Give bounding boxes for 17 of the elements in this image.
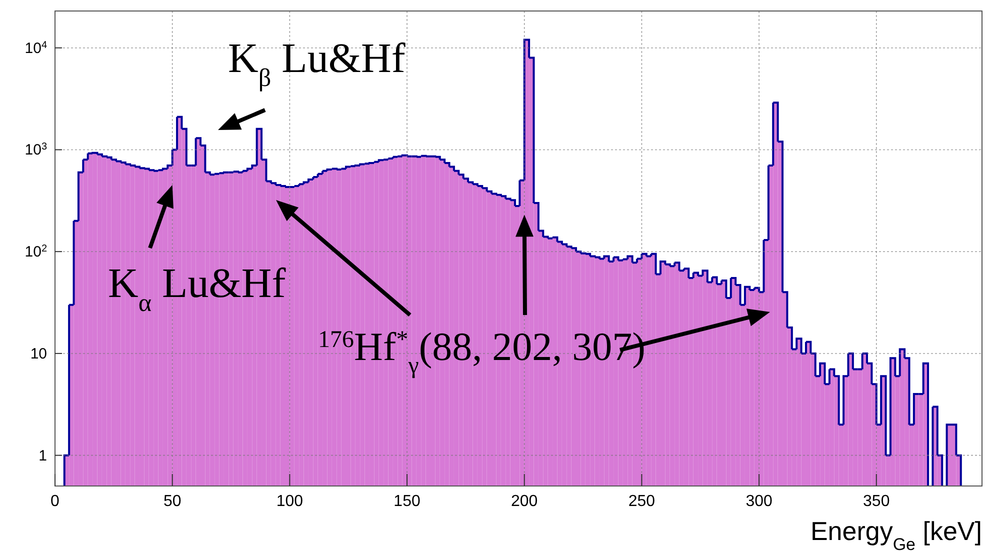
- annotation: $^{176}$Hf$^{*}$$_{γ}$(88, 202, 307): [318, 324, 646, 379]
- y-tick-label: 10$^{2}$: [24, 243, 48, 261]
- x-tick-label: 150: [394, 493, 420, 510]
- x-tick-label: 200: [511, 493, 538, 510]
- annotation: K$_{β}$ Lu&Hf: [228, 36, 406, 92]
- x-tick-label: 250: [628, 493, 656, 510]
- y-tick-label: 10$^{3}$: [24, 141, 48, 159]
- x-tick-label: 100: [276, 493, 304, 510]
- x-tick-label: 350: [863, 493, 890, 510]
- annotation: K$_{α}$ Lu&Hf: [108, 261, 286, 316]
- y-tick-label: 1: [38, 447, 47, 464]
- x-axis-title: Energy$_{Ge}$ [keV]: [810, 516, 982, 551]
- y-tick-label: 10$^{4}$: [24, 39, 48, 57]
- x-tick-label: 50: [163, 493, 182, 510]
- x-tick-label: 300: [746, 493, 772, 510]
- x-tick-label: 0: [50, 493, 60, 510]
- y-tick-label: 10: [30, 345, 47, 362]
